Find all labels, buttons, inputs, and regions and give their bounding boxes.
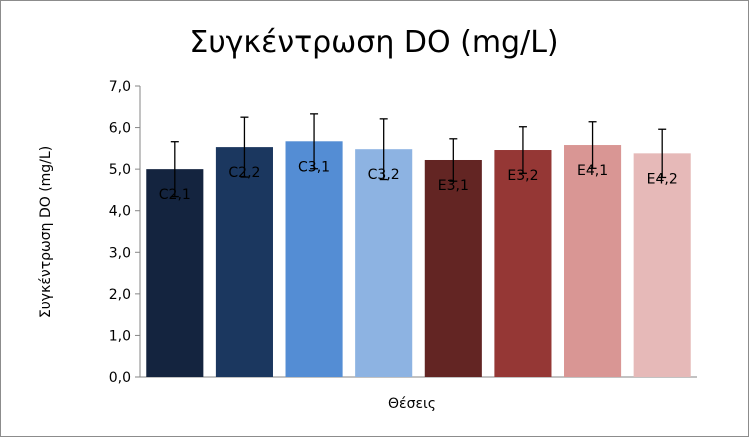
- chart-title: Συγκέντρωση DO (mg/L): [189, 25, 558, 60]
- y-tick-label: 2,0: [109, 287, 131, 303]
- bar: [146, 169, 204, 377]
- bar-category-label: C2,1: [159, 187, 191, 203]
- bar: [355, 149, 413, 377]
- bar: [494, 150, 552, 377]
- bar-category-label: E4,1: [577, 163, 608, 179]
- y-tick-label: 4,0: [109, 204, 131, 220]
- bar: [564, 145, 622, 377]
- y-tick-label: 3,0: [109, 245, 131, 261]
- y-axis-title: Συγκέντρωση DO (mg/L): [38, 146, 54, 318]
- bar: [285, 141, 343, 377]
- bar-category-label: C3,2: [368, 167, 400, 183]
- y-tick-label: 0,0: [109, 370, 131, 386]
- bar-category-label: E4,2: [647, 171, 678, 187]
- bar: [424, 159, 482, 377]
- y-tick-label: 6,0: [109, 121, 131, 137]
- x-axis-title: Θέσεις: [388, 396, 436, 412]
- bar-category-label: C3,1: [298, 159, 330, 175]
- bar-category-label: E3,1: [438, 178, 469, 194]
- y-tick-label: 1,0: [109, 328, 131, 344]
- bar-category-label: E3,2: [507, 168, 538, 184]
- bar: [633, 153, 691, 377]
- y-tick-label: 7,0: [109, 79, 131, 95]
- y-tick-label: 5,0: [109, 162, 131, 178]
- bar-category-label: C2,2: [228, 165, 260, 181]
- bar: [215, 147, 273, 377]
